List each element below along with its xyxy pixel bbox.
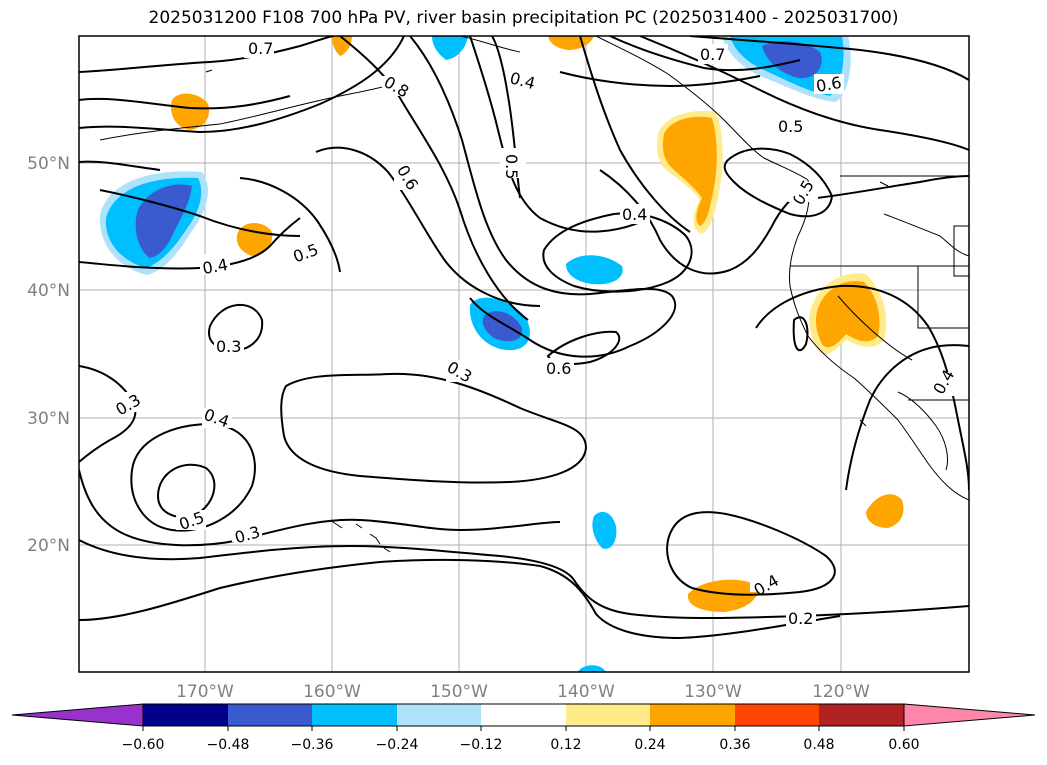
- colorbar-cell: [819, 704, 904, 726]
- contour-label: 0.4: [622, 205, 647, 224]
- lat-label: 40°N: [27, 281, 70, 301]
- colorbar-tick-label: 0.12: [550, 737, 581, 753]
- contour-label: 0.5: [778, 117, 803, 136]
- positive-precip-blobs: [170, 36, 904, 612]
- pos-blob-northwest: [170, 93, 210, 130]
- map-frame: [78, 35, 970, 673]
- contour-label: 0.5: [502, 154, 521, 179]
- colorbar-tick-label: 0.48: [803, 737, 834, 753]
- colorbar-cell-under: [11, 703, 144, 727]
- neg-blob-mid: [566, 255, 623, 285]
- pos-blob-coast-core: [662, 116, 717, 226]
- colorbar-tick-label: −0.24: [376, 737, 419, 753]
- map-panel: [79, 36, 969, 672]
- lon-label: 130°W: [684, 682, 742, 702]
- contour-label: 0.4: [201, 255, 229, 278]
- colorbar-tick-label: −0.12: [460, 737, 503, 753]
- map-title: 2025031200 F108 700 hPa PV, river basin …: [148, 8, 899, 28]
- lon-label: 150°W: [430, 682, 488, 702]
- lon-label: 120°W: [812, 682, 870, 702]
- colorbar-cell: [397, 704, 481, 726]
- contour-label: 0.7: [248, 39, 273, 58]
- colorbar-cell: [650, 704, 735, 726]
- colorbar-tick-label: −0.36: [291, 737, 334, 753]
- contour-label: 0.3: [216, 337, 241, 356]
- colorbar-cell: [735, 704, 819, 726]
- neg-blob-south: [592, 511, 617, 549]
- latitude-labels: 50°N 40°N 30°N 20°N: [27, 154, 70, 556]
- lat-label: 50°N: [27, 154, 70, 174]
- colorbar-cell: [143, 704, 228, 726]
- contour-label: 0.6: [546, 359, 571, 378]
- lat-label: 20°N: [27, 536, 70, 556]
- contour-label: 0.6: [815, 73, 843, 96]
- contour-label: 0.2: [788, 609, 813, 628]
- colorbar-tick-label: −0.60: [122, 737, 165, 753]
- colorbar-cell: [312, 704, 397, 726]
- colorbar-ticks: [142, 726, 905, 731]
- lat-label: 30°N: [27, 409, 70, 429]
- lon-label: 160°W: [303, 682, 361, 702]
- lon-label: 170°W: [176, 682, 234, 702]
- neg-blob-west-inner: [135, 184, 192, 258]
- colorbar-tick-label: −0.48: [207, 737, 250, 753]
- colorbar: −0.60 −0.48 −0.36 −0.24 −0.12 0.12 0.24 …: [11, 703, 1036, 753]
- colorbar-cell: [228, 704, 312, 726]
- pos-blob-california-core: [815, 281, 880, 348]
- neg-blob-center-inner: [482, 311, 523, 342]
- colorbar-cell-over: [903, 703, 1036, 727]
- colorbar-tick-label: 0.24: [634, 737, 665, 753]
- longitude-labels: 170°W 160°W 150°W 140°W 130°W 120°W: [176, 682, 870, 702]
- neg-blob-north-right-inner: [762, 41, 822, 79]
- neg-blob-north-left: [432, 36, 468, 60]
- coastlines: [99, 36, 969, 553]
- lon-label: 140°W: [557, 682, 615, 702]
- colorbar-cell: [566, 704, 650, 726]
- pos-blob-baja: [866, 494, 904, 528]
- pos-blob-west: [236, 223, 273, 256]
- colorbar-cell: [481, 704, 566, 726]
- colorbar-tick-label: 0.60: [888, 737, 919, 753]
- colorbar-tick-label: 0.36: [719, 737, 750, 753]
- colorbar-frame: [142, 703, 905, 727]
- pos-blob-south: [687, 579, 759, 612]
- neg-blob-bottom: [578, 665, 606, 672]
- contour-label: 0.7: [700, 45, 725, 64]
